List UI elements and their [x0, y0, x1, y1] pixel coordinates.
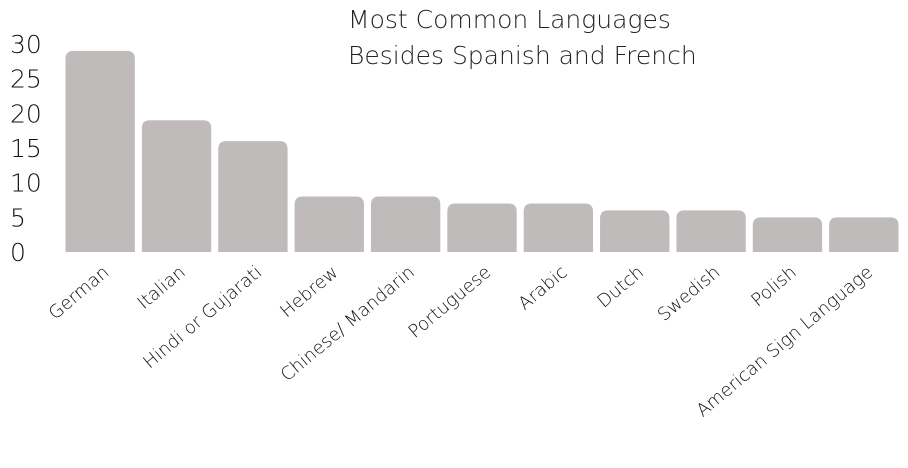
y-tick-label: 10 [10, 169, 42, 198]
bar-portuguese [447, 203, 517, 252]
y-tick-label: 30 [10, 30, 42, 59]
x-tick-label: Swedish [654, 262, 725, 326]
y-tick-label: 5 [10, 203, 26, 232]
chart-title: Most Common Languages Besides Spanish an… [348, 5, 697, 70]
y-axis: 0 5 10 15 20 25 30 [10, 30, 42, 267]
x-tick-label: German [45, 262, 114, 324]
x-tick-label: Arabic [514, 262, 571, 315]
bars [65, 50, 899, 253]
x-tick-label: Italian [133, 262, 189, 314]
bar-polish [752, 217, 823, 252]
bar-hebrew [294, 196, 364, 252]
x-tick-label: Dutch [593, 262, 648, 313]
bar-chinese-mandarin [370, 196, 441, 252]
y-tick-label: 25 [10, 65, 42, 94]
bar-italian [141, 120, 212, 253]
bar-swedish [676, 210, 746, 252]
x-tick-label: Chinese/ Mandarin [277, 262, 419, 386]
y-tick-label: 15 [10, 134, 42, 163]
x-tick-label: Hebrew [276, 262, 342, 322]
bar-american-sign-language [829, 217, 899, 252]
chart-title-line-2: Besides Spanish and French [348, 41, 697, 70]
x-tick-label: Portuguese [404, 262, 495, 343]
x-tick-label: Polish [747, 262, 800, 312]
y-tick-label: 0 [10, 238, 26, 267]
bar-arabic [523, 203, 594, 252]
bar-german [65, 50, 135, 252]
chart-title-line-1: Most Common Languages [348, 5, 671, 34]
bar-dutch [600, 210, 670, 252]
bar-hindi-or-gujarati [218, 141, 288, 252]
y-tick-label: 20 [10, 99, 42, 128]
